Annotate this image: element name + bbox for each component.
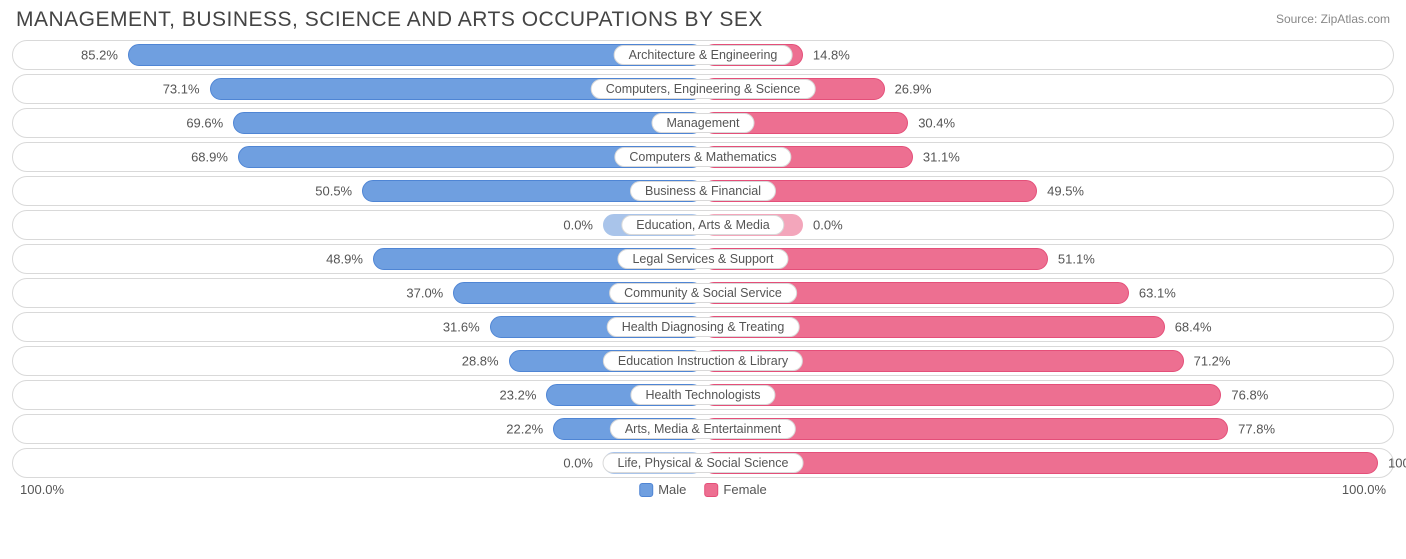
chart-container: MANAGEMENT, BUSINESS, SCIENCE AND ARTS O…	[0, 0, 1406, 559]
category-label: Community & Social Service	[609, 283, 797, 303]
chart-row: 22.2% 77.8% Arts, Media & Entertainment	[12, 414, 1394, 444]
female-value-label: 77.8%	[1238, 422, 1275, 437]
category-label: Education, Arts & Media	[621, 215, 784, 235]
male-value-label: 23.2%	[500, 388, 537, 403]
header: MANAGEMENT, BUSINESS, SCIENCE AND ARTS O…	[12, 8, 1394, 38]
female-value-label: 100.0%	[1388, 456, 1406, 471]
female-value-label: 63.1%	[1139, 286, 1176, 301]
female-value-label: 76.8%	[1231, 388, 1268, 403]
category-label: Arts, Media & Entertainment	[610, 419, 796, 439]
axis-left-label: 100.0%	[20, 482, 64, 497]
chart-row: 31.6% 68.4% Health Diagnosing & Treating	[12, 312, 1394, 342]
legend-female: Female	[704, 482, 766, 497]
source-name: ZipAtlas.com	[1321, 12, 1390, 26]
female-bar	[703, 452, 1378, 474]
female-value-label: 71.2%	[1194, 354, 1231, 369]
female-value-label: 49.5%	[1047, 184, 1084, 199]
category-label: Health Technologists	[630, 385, 775, 405]
male-value-label: 0.0%	[563, 456, 593, 471]
legend-male-swatch	[639, 483, 653, 497]
category-label: Management	[652, 113, 755, 133]
chart-row: 0.0%100.0%Life, Physical & Social Scienc…	[12, 448, 1394, 478]
chart-row: 68.9% 31.1% Computers & Mathematics	[12, 142, 1394, 172]
chart-title: MANAGEMENT, BUSINESS, SCIENCE AND ARTS O…	[16, 8, 763, 32]
female-value-label: 0.0%	[813, 218, 843, 233]
male-value-label: 28.8%	[462, 354, 499, 369]
chart-row: 0.0% 0.0% Education, Arts & Media	[12, 210, 1394, 240]
chart-rows: 85.2% 14.8% Architecture & Engineering 73.1…	[12, 38, 1394, 478]
male-value-label: 85.2%	[81, 48, 118, 63]
female-value-label: 26.9%	[895, 82, 932, 97]
source-label: Source:	[1276, 12, 1317, 26]
male-value-label: 22.2%	[506, 422, 543, 437]
legend-male-label: Male	[658, 482, 686, 497]
legend-female-swatch	[704, 483, 718, 497]
chart-row: 85.2% 14.8% Architecture & Engineering	[12, 40, 1394, 70]
axis-right-label: 100.0%	[1342, 482, 1386, 497]
legend: Male Female	[639, 482, 767, 497]
chart-row: 28.8% 71.2% Education Instruction & Librar…	[12, 346, 1394, 376]
category-label: Business & Financial	[630, 181, 776, 201]
female-bar	[703, 384, 1221, 406]
male-value-label: 73.1%	[163, 82, 200, 97]
male-value-label: 31.6%	[443, 320, 480, 335]
category-label: Computers & Mathematics	[614, 147, 791, 167]
chart-row: 50.5% 49.5% Business & Financial	[12, 176, 1394, 206]
chart-row: 23.2% 76.8% Health Technologists	[12, 380, 1394, 410]
category-label: Legal Services & Support	[617, 249, 788, 269]
female-value-label: 30.4%	[918, 116, 955, 131]
female-value-label: 31.1%	[923, 150, 960, 165]
axis-row: 100.0% Male Female 100.0%	[12, 482, 1394, 497]
legend-male: Male	[639, 482, 686, 497]
category-label: Architecture & Engineering	[614, 45, 793, 65]
legend-female-label: Female	[723, 482, 766, 497]
chart-row: 37.0% 63.1% Community & Social Service	[12, 278, 1394, 308]
male-value-label: 69.6%	[186, 116, 223, 131]
female-value-label: 51.1%	[1058, 252, 1095, 267]
female-value-label: 68.4%	[1175, 320, 1212, 335]
male-value-label: 48.9%	[326, 252, 363, 267]
category-label: Health Diagnosing & Treating	[607, 317, 800, 337]
male-bar	[233, 112, 703, 134]
category-label: Computers, Engineering & Science	[591, 79, 816, 99]
female-value-label: 14.8%	[813, 48, 850, 63]
male-value-label: 37.0%	[406, 286, 443, 301]
chart-row: 69.6% 30.4% Management	[12, 108, 1394, 138]
chart-row: 48.9% 51.1% Legal Services & Support	[12, 244, 1394, 274]
male-value-label: 68.9%	[191, 150, 228, 165]
male-value-label: 0.0%	[563, 218, 593, 233]
source-attribution: Source: ZipAtlas.com	[1276, 8, 1390, 28]
category-label: Life, Physical & Social Science	[603, 453, 804, 473]
chart-row: 73.1% 26.9% Computers, Engineering & Scien…	[12, 74, 1394, 104]
male-value-label: 50.5%	[315, 184, 352, 199]
category-label: Education Instruction & Library	[603, 351, 803, 371]
